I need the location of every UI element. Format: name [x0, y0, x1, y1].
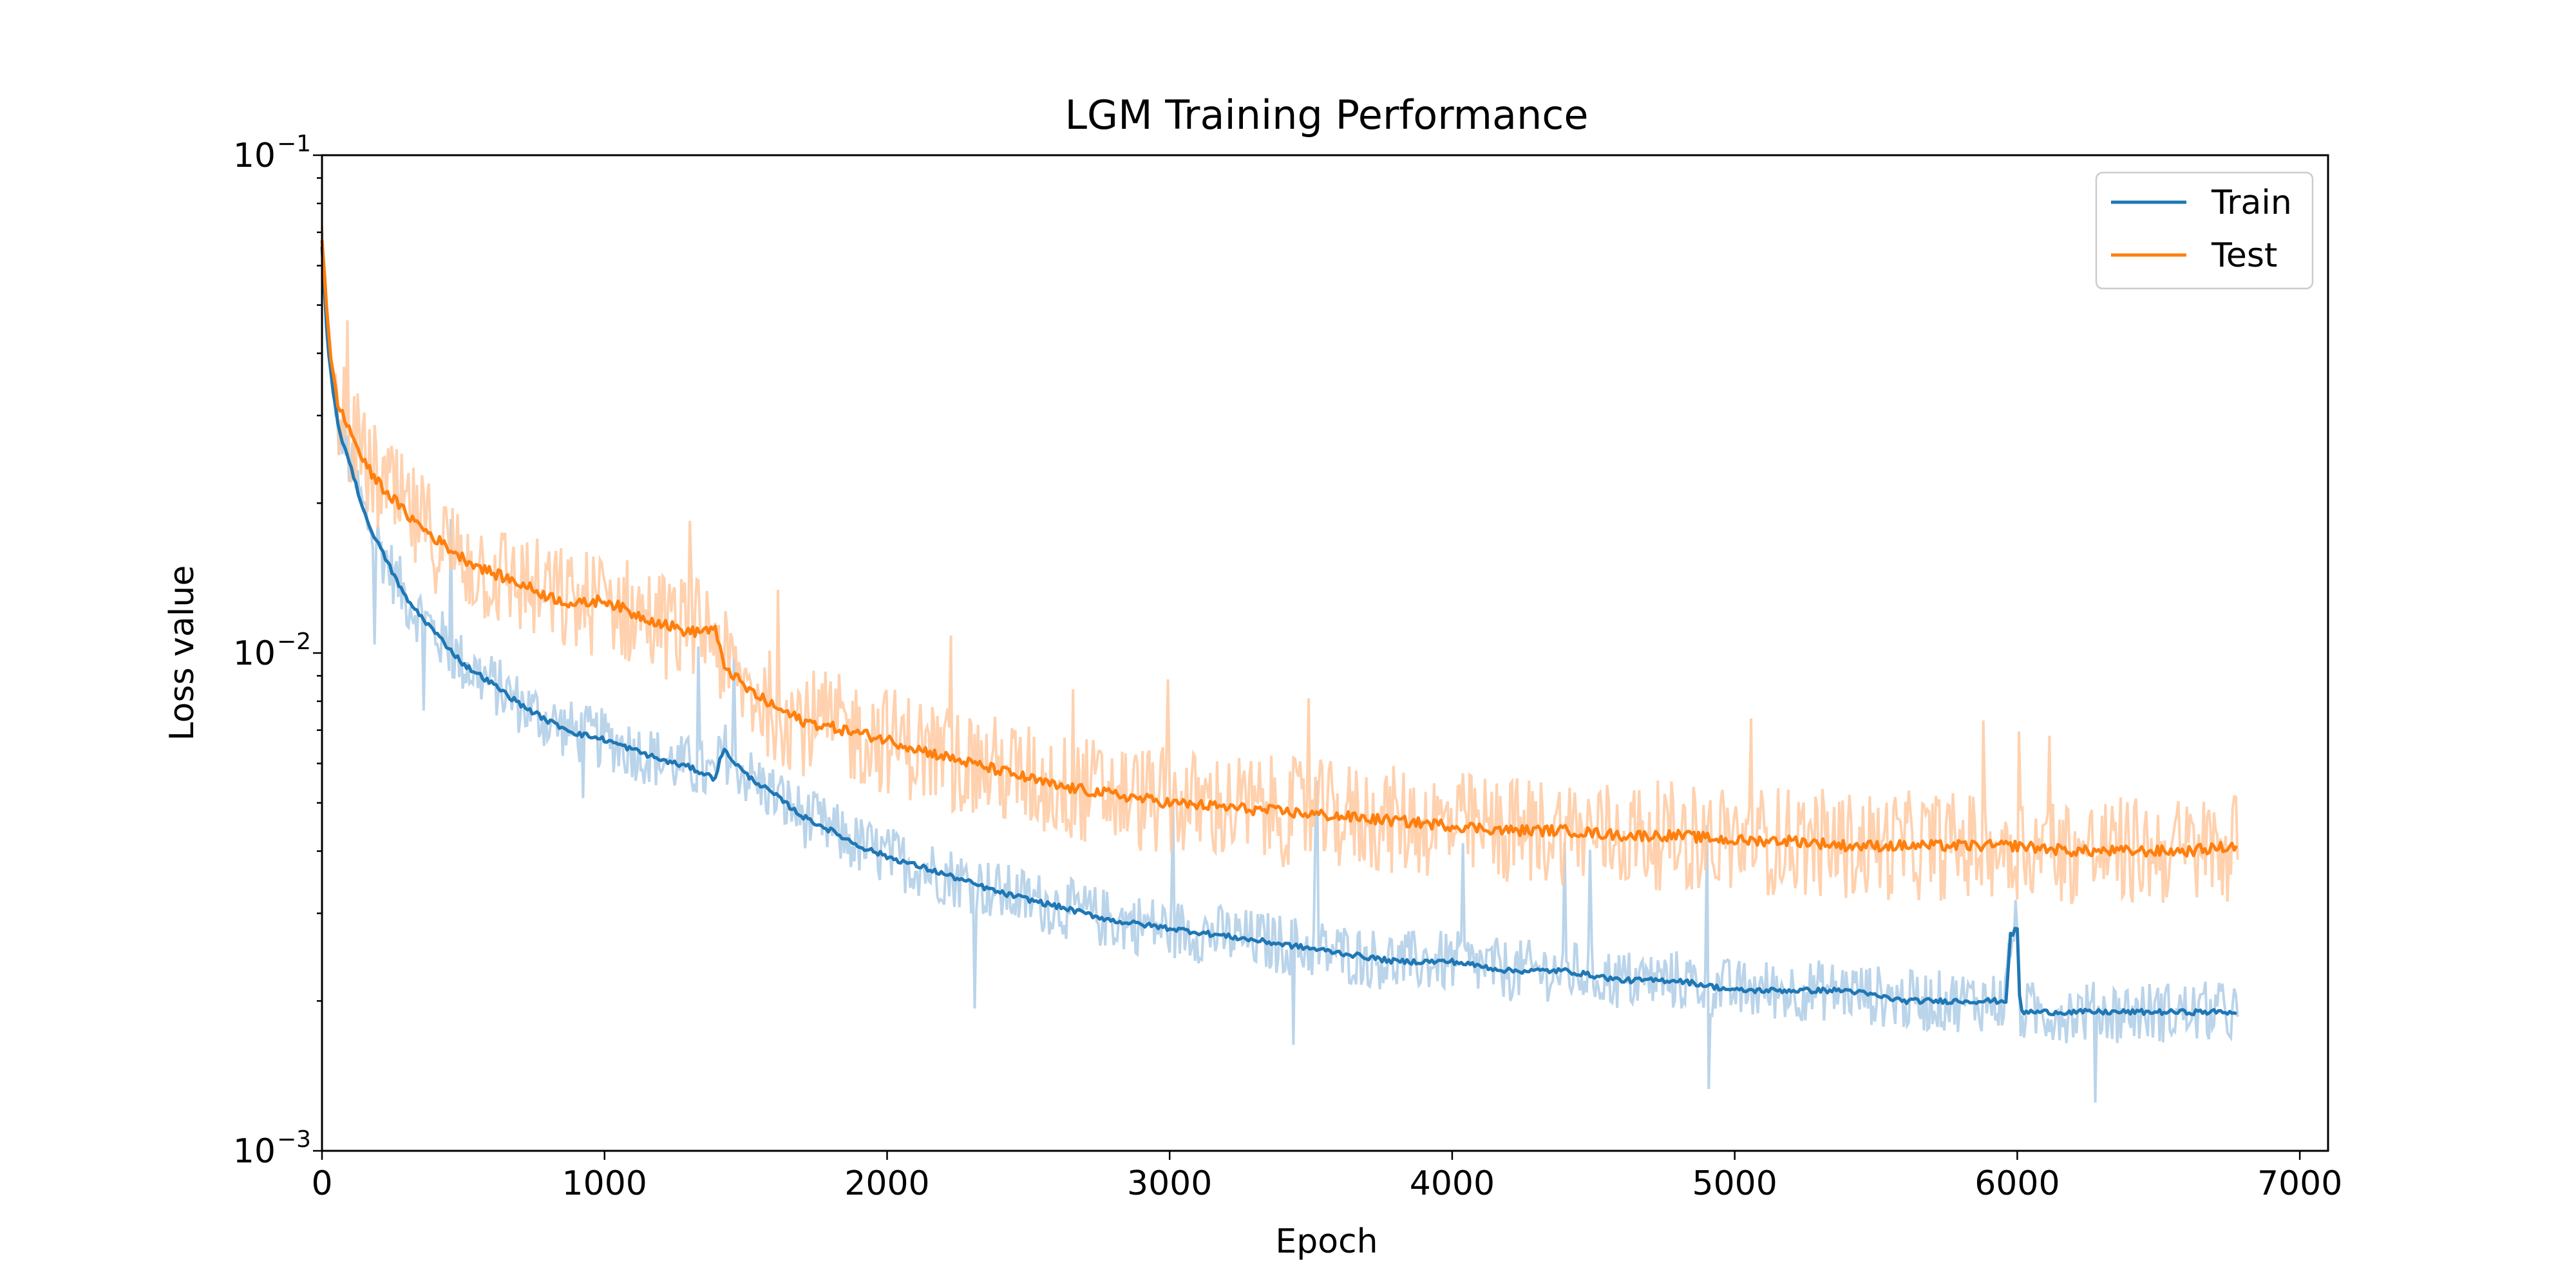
y-tick-label: 10: [233, 137, 276, 175]
x-axis: 0 1000 2000 3000 4000 5000 6000 7000: [311, 1151, 2342, 1203]
x-tick-label: 4000: [1410, 1164, 1495, 1203]
legend: Train Test: [2095, 171, 2314, 290]
x-tick-label: 3000: [1127, 1164, 1212, 1203]
y-tick-label: 10: [233, 634, 276, 673]
legend-train-label: Train: [2211, 184, 2292, 222]
x-tick-label: 1000: [562, 1164, 647, 1203]
y-tick-label-exponent: −2: [277, 629, 311, 655]
x-tick-label: 5000: [1692, 1164, 1777, 1203]
y-tick-label-exponent: −1: [277, 131, 311, 157]
line-test: [320, 240, 2239, 858]
line-train: [320, 246, 2237, 1016]
x-tick-label: 7000: [2257, 1164, 2342, 1203]
x-tick-label: 6000: [1975, 1164, 2060, 1203]
x-tick-label: 0: [311, 1164, 332, 1203]
x-tick-label: 2000: [844, 1164, 929, 1203]
y-tick-label-exponent: −3: [277, 1126, 311, 1153]
y-tick-label: 10: [233, 1132, 276, 1171]
x-axis-label: Epoch: [1275, 1222, 1378, 1261]
y-axis: 10−110−210−3: [233, 131, 322, 1171]
y-axis-label: Loss value: [163, 565, 202, 741]
smoothed-loss-layer: [320, 240, 2239, 1016]
legend-test-label: Test: [2211, 236, 2277, 275]
chart-title: LGM Training Performance: [1065, 91, 1588, 138]
